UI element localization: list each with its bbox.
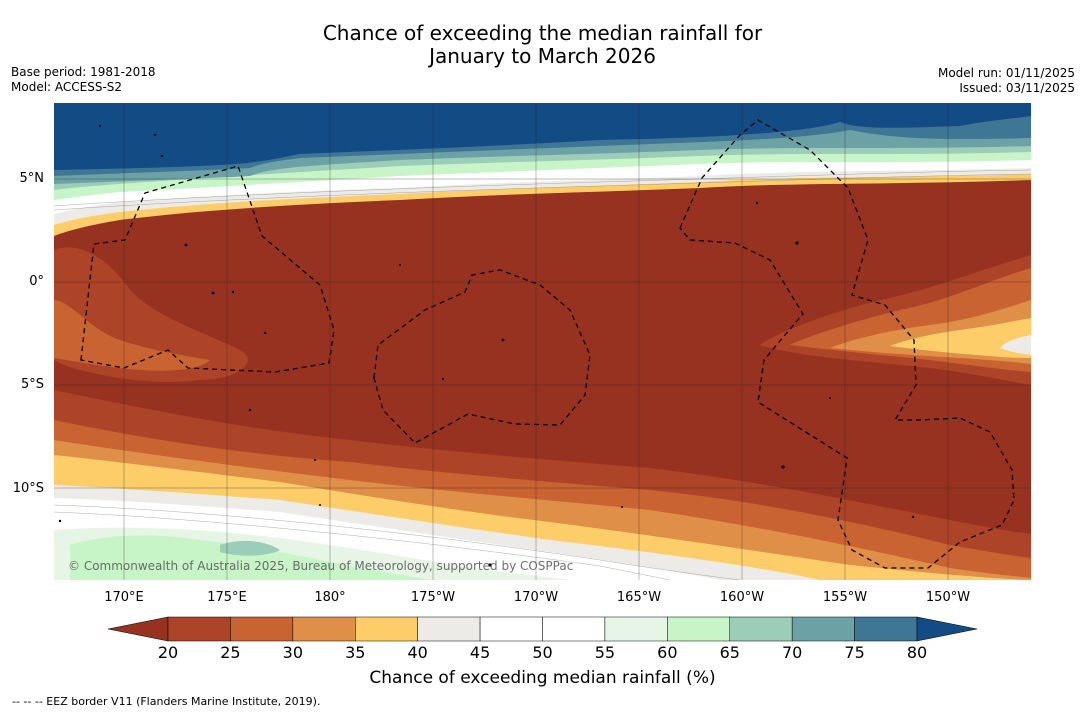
- eez-kiribati-gilbert: [80, 165, 335, 373]
- colorbar-tick-label: 80: [906, 643, 928, 662]
- eez-legend-note: -- -- -- EEZ border V11 (Flanders Marine…: [12, 695, 321, 708]
- graticule: [54, 103, 1031, 580]
- lat-label-5s: 5°S: [20, 377, 44, 392]
- map-title-line2: January to March 2026: [429, 44, 656, 68]
- colorbar-tick-label: 45: [469, 643, 491, 662]
- base-period: Base period: 1981-2018: [11, 65, 156, 79]
- copyright-notice: © Commonwealth of Australia 2025, Bureau…: [68, 559, 574, 573]
- meta-left: Base period: 1981-2018 Model: ACCESS-S2: [11, 65, 156, 95]
- map-title-line1: Chance of exceeding the median rainfall …: [322, 21, 763, 45]
- colorbar-tick-label: 40: [407, 643, 428, 662]
- field-65-70-south: [220, 540, 280, 556]
- isolines: [54, 169, 1031, 580]
- colorbar-bin-40-45: [417, 616, 481, 642]
- model-run: Model run: 01/11/2025: [937, 66, 1075, 80]
- colorbar-bin-30-35: [292, 616, 356, 642]
- colorbar-bin-25-30: [230, 616, 294, 642]
- colorbar-bin-70-75: [791, 616, 855, 642]
- lat-label-5n: 5°N: [19, 171, 45, 186]
- lon-label-170w: 170°W: [513, 590, 559, 605]
- eez-kiribati-phoenix: [373, 269, 591, 444]
- lon-label-170e: 170°E: [104, 590, 144, 605]
- lon-label-160w: 160°W: [719, 590, 765, 605]
- colorbar-tick-label: 75: [844, 643, 865, 662]
- lon-label-155w: 155°W: [822, 590, 868, 605]
- field-above-80-north: [54, 103, 1031, 170]
- meta-right: Model run: 01/11/2025 Issued: 03/11/2025: [938, 66, 1075, 96]
- colorbar-tick-label: 70: [781, 643, 803, 662]
- colorbar-bin-65-70: [729, 616, 793, 642]
- colorbar-tick-label: 55: [594, 643, 616, 662]
- colorbar-tick-label: 50: [532, 643, 553, 662]
- colorbar-bin-35-40: [355, 616, 418, 642]
- colorbar-over-arrow: [916, 616, 978, 642]
- field-25-30-west: [54, 300, 210, 371]
- lon-label-175e: 175°E: [207, 590, 247, 605]
- colorbar-tick-label: 35: [345, 643, 366, 662]
- island-specks: [58, 125, 915, 567]
- lon-label-175w: 175°W: [410, 590, 456, 605]
- colorbar-under-arrow: [107, 616, 169, 642]
- lat-label-0: 0°: [29, 274, 44, 289]
- colorbar-tick-label: 20: [157, 643, 179, 662]
- field-40-45-east: [1000, 335, 1031, 355]
- colorbar-bin-75-80: [854, 616, 918, 642]
- lat-label-10s: 10°S: [12, 481, 44, 496]
- colorbar-bin-20-25: [167, 616, 231, 642]
- colorbar-bin-45-50: [479, 616, 543, 642]
- issued-date: Issued: 03/11/2025: [959, 81, 1075, 95]
- colorbar: [107, 616, 978, 642]
- colorbar-tick-label: 25: [220, 643, 241, 662]
- colorbar-tick-label: 65: [719, 643, 740, 662]
- eez-borders: [80, 119, 1015, 569]
- colorbar-tick-label: 60: [657, 643, 678, 662]
- field-35-40-east: [890, 318, 1031, 358]
- eez-kiribati-line: [679, 119, 1015, 569]
- lon-label-165w: 165°W: [616, 590, 662, 605]
- field-60-65-south: [70, 535, 430, 580]
- lon-label-180: 180°: [314, 590, 346, 605]
- lon-label-150w: 150°W: [925, 590, 971, 605]
- colorbar-bin-50-55: [542, 616, 606, 642]
- colorbar-bin-60-65: [667, 616, 730, 642]
- colorbar-tick-label: 30: [282, 643, 303, 662]
- colorbar-title: Chance of exceeding median rainfall (%): [369, 668, 716, 688]
- rainfall-probability-field: [54, 103, 1031, 580]
- model-name: Model: ACCESS-S2: [11, 80, 123, 94]
- colorbar-bin-55-60: [604, 616, 668, 642]
